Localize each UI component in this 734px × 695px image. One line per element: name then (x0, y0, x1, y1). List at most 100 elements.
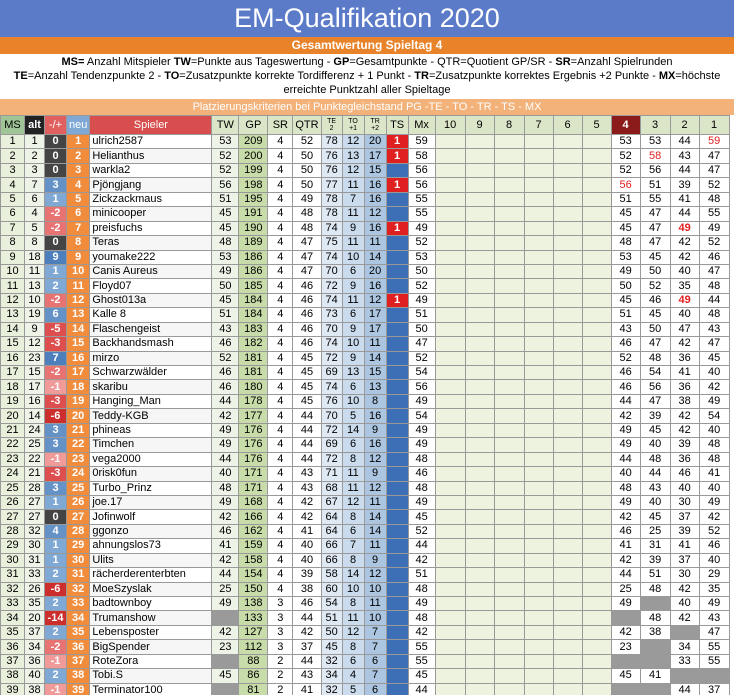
cell-day-score: 48 (639, 610, 671, 626)
cell-day-score: 51 (610, 307, 641, 323)
cell-tr: 11 (363, 336, 387, 352)
cell-sr: 4 (267, 350, 294, 367)
cell-te: 72 (320, 451, 343, 468)
cell-day-score: 42 (669, 249, 700, 265)
cell-day-score: 46 (639, 292, 671, 309)
cell-player-name: minicooper (89, 206, 213, 222)
cell-tr: 16 (363, 408, 387, 424)
cell-day-empty (434, 307, 466, 323)
cell-day-score: 46 (610, 336, 641, 352)
cell-day-empty (552, 307, 583, 323)
cell-day-empty (493, 437, 525, 453)
table-row: 37 36 -1 37 RoteZora 88 2 44 32 6 6 55 33 55 (0, 653, 730, 670)
cell-day-empty (581, 668, 612, 684)
cell-neu: 4 (65, 177, 91, 193)
cell-neu: 26 (65, 494, 91, 511)
page-subtitle: Gesamtwertung Spieltag 4 (0, 37, 734, 54)
cell-gp: 171 (238, 466, 269, 482)
cell-day-empty (523, 321, 554, 338)
cell-gp: 186 (238, 263, 269, 280)
cell-change: -3 (44, 466, 67, 482)
cell-day-empty (523, 494, 554, 511)
cell-day-empty (581, 494, 612, 511)
cell-gp: 88 (238, 653, 269, 670)
cell-day-empty (493, 668, 525, 684)
cell-tr: 6 (363, 653, 387, 670)
table-row: 4 7 3 4 Pjöngjang 56 198 4 50 77 11 16 1 56 56 51 39 52 (0, 177, 730, 193)
cell-neu: 39 (65, 682, 91, 695)
cell-tw: 52 (211, 162, 240, 179)
cell-gp: 184 (238, 292, 269, 309)
cell-player-name: Hanging_Man (89, 393, 213, 410)
cell-day-score: 43 (639, 480, 671, 496)
cell-mx: 48 (407, 610, 436, 626)
cell-day-score: 46 (669, 466, 700, 482)
cell-day-empty (434, 480, 466, 496)
cell-day-empty (581, 552, 612, 569)
cell-ts (385, 191, 409, 208)
cell-tw: 42 (211, 624, 240, 641)
cell-ms: 35 (0, 624, 25, 641)
table-row: 25 28 3 25 Turbo_Prinz 48 171 4 43 68 11 12 48 48 43 40… (0, 480, 730, 496)
cell-to: 10 (341, 393, 365, 410)
cell-change: 0 (44, 162, 67, 179)
cell-tw: 43 (211, 321, 240, 338)
cell-qtr: 46 (292, 278, 322, 294)
cell-day-score (669, 624, 700, 641)
cell-day-score: 47 (698, 263, 730, 280)
cell-day-score: 44 (610, 393, 641, 410)
cell-day-empty (581, 235, 612, 251)
cell-tr: 20 (363, 263, 387, 280)
cell-day-empty (581, 422, 612, 439)
cell-mx: 52 (407, 350, 436, 367)
cell-day-empty (581, 191, 612, 208)
cell-mx: 44 (407, 538, 436, 554)
cell-tw: 49 (211, 263, 240, 280)
cell-ts (385, 639, 409, 655)
cell-gp: 127 (238, 624, 269, 641)
cell-day-empty (581, 206, 612, 222)
cell-day-score: 38 (639, 624, 671, 641)
cell-to: 11 (341, 610, 365, 626)
cell-sr: 3 (267, 610, 294, 626)
cell-tr: 9 (363, 552, 387, 569)
cell-mx: 52 (407, 235, 436, 251)
cell-ts (385, 393, 409, 410)
cell-day-empty (552, 451, 583, 468)
cell-player-name: preisfuchs (89, 220, 213, 237)
cell-to: 6 (341, 307, 365, 323)
cell-gp: 176 (238, 451, 269, 468)
cell-ms: 38 (0, 668, 25, 684)
cell-player-name: ulrich2587 (89, 133, 213, 150)
cell-day-empty (523, 523, 554, 540)
cell-player-name: Teras (89, 235, 213, 251)
cell-gp: 198 (238, 177, 269, 193)
cell-te: 72 (320, 422, 343, 439)
cell-tw: 45 (211, 292, 240, 309)
cell-day-score: 47 (698, 336, 730, 352)
cell-mx: 42 (407, 552, 436, 569)
cell-tr: 12 (363, 292, 387, 309)
col-alt: alt (24, 115, 45, 135)
cell-day-empty (581, 278, 612, 294)
cell-day-score: 23 (610, 639, 641, 655)
cell-te: 32 (320, 682, 343, 695)
cell-tr: 16 (363, 437, 387, 453)
cell-day-empty (464, 206, 495, 222)
cell-day-score: 39 (669, 177, 700, 193)
col-ms: MS (0, 115, 25, 135)
cell-tr: 11 (363, 595, 387, 612)
legend-segment: MX (658, 70, 676, 82)
cell-day-empty (464, 682, 495, 695)
cell-gp: 178 (238, 393, 269, 410)
cell-ts (385, 624, 409, 641)
cell-tr: 11 (363, 538, 387, 554)
cell-day-empty (581, 523, 612, 540)
table-row: 7 5 -2 7 preisfuchs 45 190 4 48 74 9 16 1 49 45 47 49 49 (0, 220, 730, 237)
cell-tw: 51 (211, 191, 240, 208)
cell-te: 71 (320, 466, 343, 482)
col-sr: SR (267, 115, 294, 135)
table-row: 29 30 1 29 ahnungslos73 41 159 4 40 66 7 11 44 41 31 41… (0, 538, 730, 554)
cell-day-empty (464, 668, 495, 684)
cell-day-empty (552, 177, 583, 193)
